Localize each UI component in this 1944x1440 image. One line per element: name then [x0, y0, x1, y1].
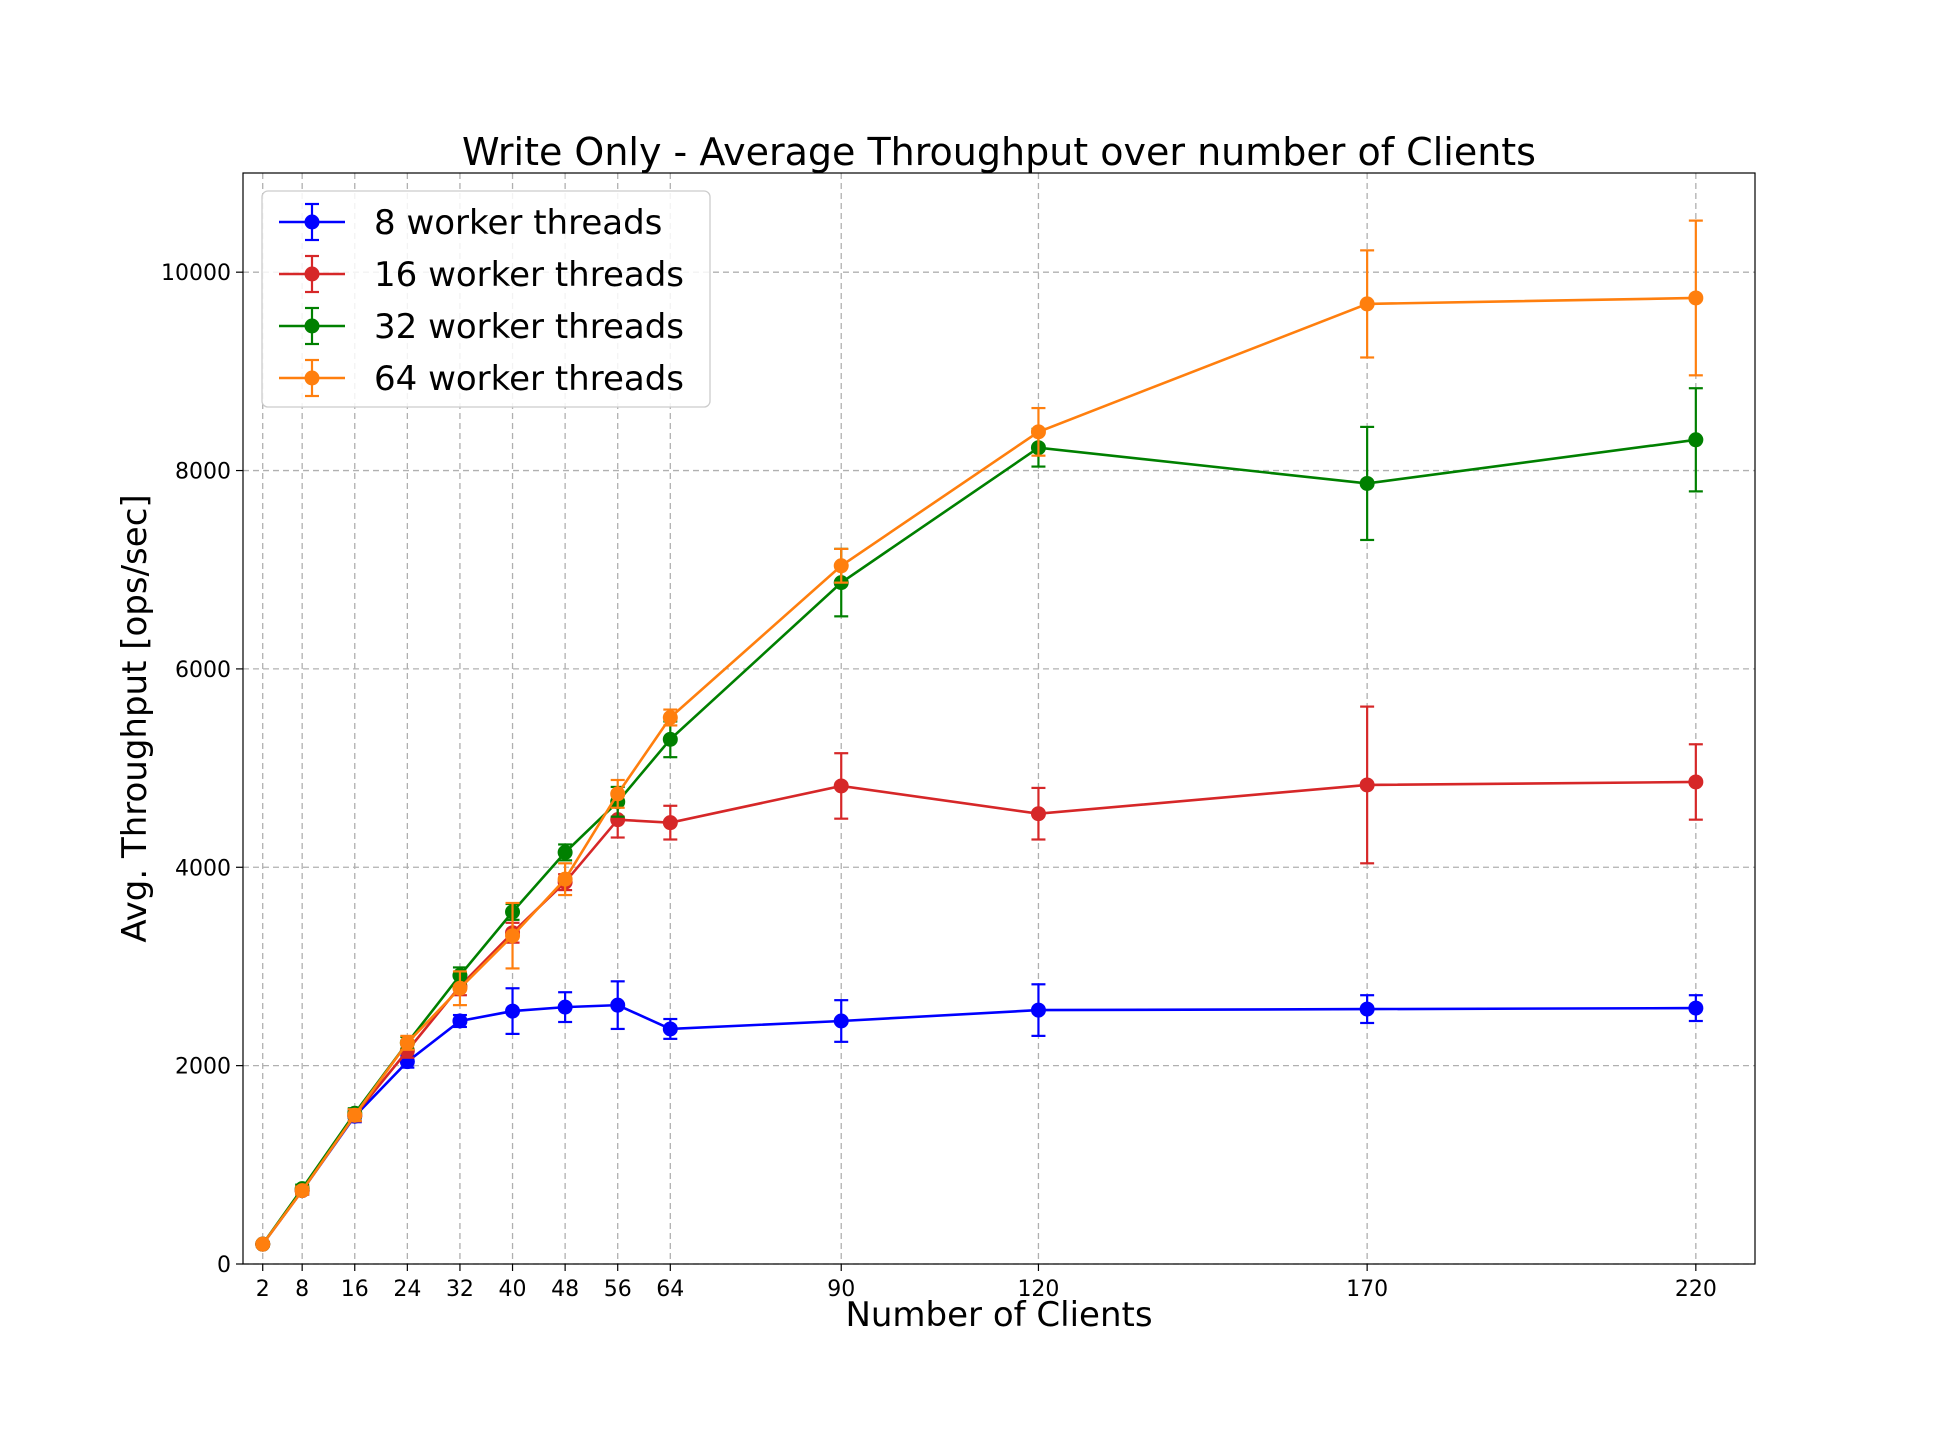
- data-point: [557, 844, 573, 860]
- data-point: [399, 1035, 415, 1051]
- data-point: [1359, 777, 1375, 793]
- data-point: [1359, 475, 1375, 491]
- data-point: [1688, 774, 1704, 790]
- x-tick-label: 56: [604, 1277, 632, 1302]
- data-point: [833, 778, 849, 794]
- x-tick-label: 90: [827, 1277, 855, 1302]
- data-point: [610, 997, 626, 1013]
- x-tick-label: 48: [551, 1277, 579, 1302]
- chart-title: Write Only - Average Throughput over num…: [462, 130, 1536, 174]
- data-point: [452, 1013, 468, 1029]
- data-point: [557, 871, 573, 887]
- data-point: [662, 710, 678, 726]
- data-point: [1359, 1001, 1375, 1017]
- legend-label: 16 worker threads: [374, 255, 684, 295]
- series-4: [255, 219, 1704, 1252]
- data-point: [505, 1003, 521, 1019]
- data-point: [557, 999, 573, 1015]
- data-point: [833, 1013, 849, 1029]
- data-point: [1030, 806, 1046, 822]
- data-point: [610, 786, 626, 802]
- y-tick-label: 4000: [175, 856, 231, 881]
- x-tick-label: 24: [393, 1277, 421, 1302]
- data-point: [255, 1236, 271, 1252]
- axis-ticks: 2 8 16 24 32 40 48 56 64 90 120 170 220 0 2000 4000 6000…: [161, 261, 1717, 1302]
- data-point: [1030, 1002, 1046, 1018]
- data-point: [1030, 424, 1046, 440]
- legend: 8 worker threads 16 worker threads 32 work…: [261, 190, 711, 408]
- legend-label: 64 worker threads: [374, 359, 684, 399]
- data-point: [294, 1183, 310, 1199]
- x-axis-label: Number of Clients: [845, 1295, 1152, 1335]
- legend-label: 8 worker threads: [374, 203, 662, 243]
- x-tick-label: 64: [656, 1277, 684, 1302]
- data-point: [662, 815, 678, 831]
- y-tick-label: 0: [217, 1253, 231, 1278]
- legend-entry: 16 worker threads: [279, 254, 684, 295]
- legend-marker: [304, 214, 320, 230]
- data-point: [1688, 290, 1704, 306]
- legend-entry: 32 worker threads: [279, 306, 684, 347]
- x-tick-label: 2: [256, 1277, 270, 1302]
- legend-entry: 64 worker threads: [279, 358, 684, 399]
- x-tick-label: 16: [341, 1277, 369, 1302]
- data-point: [505, 928, 521, 944]
- data-point: [1688, 432, 1704, 448]
- data-point: [833, 558, 849, 574]
- data-point: [662, 731, 678, 747]
- data-point: [662, 1021, 678, 1037]
- y-axis-label: Avg. Throughput [ops/sec]: [115, 494, 155, 942]
- data-point: [452, 980, 468, 996]
- legend-marker: [304, 266, 320, 282]
- x-tick-label: 8: [295, 1277, 309, 1302]
- legend-box: [261, 190, 711, 408]
- series-layer: [255, 219, 1704, 1252]
- data-point: [1688, 1000, 1704, 1016]
- legend-marker: [304, 370, 320, 386]
- x-tick-label: 220: [1675, 1277, 1717, 1302]
- y-tick-label: 6000: [175, 658, 231, 683]
- x-tick-label: 170: [1346, 1277, 1388, 1302]
- legend-label: 32 worker threads: [374, 307, 684, 347]
- x-tick-label: 120: [1017, 1277, 1059, 1302]
- y-tick-label: 10000: [161, 261, 231, 286]
- plot-frame: [242, 172, 1756, 1265]
- data-point: [347, 1107, 363, 1123]
- x-tick-label: 40: [499, 1277, 527, 1302]
- y-tick-label: 8000: [175, 460, 231, 485]
- legend-marker: [304, 318, 320, 334]
- data-point: [1359, 296, 1375, 312]
- x-tick-label: 32: [446, 1277, 474, 1302]
- y-tick-label: 2000: [175, 1055, 231, 1080]
- legend-entry: 8 worker threads: [279, 202, 662, 243]
